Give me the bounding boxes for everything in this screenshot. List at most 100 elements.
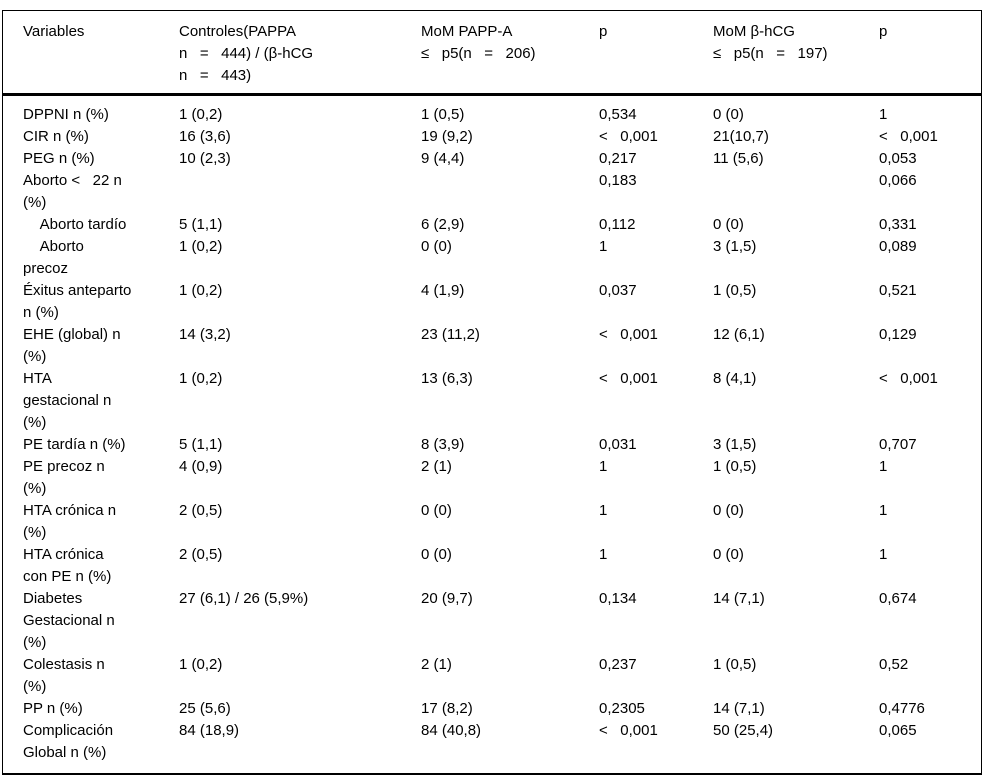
cell: 1 xyxy=(879,106,888,123)
cell: 14 (7,1) xyxy=(713,590,765,607)
table-row: PE tardía n (%) 5 (1,1) 8 (3,9) 0,031 3 (1,5… xyxy=(23,434,981,456)
table-body: DPPNI n (%) 1 (0,2) 1 (0,5) 0,534 0 (0) 1 CIR … xyxy=(3,96,981,773)
row-label: EHE (global) n (%) xyxy=(23,326,121,365)
table-row: Aborto precoz 1 (0,2) 0 (0) 1 3 (1,5) 0,089 xyxy=(23,236,981,280)
row-label: Aborto < 22 n (%) xyxy=(23,172,122,211)
cell: 84 (40,8) xyxy=(421,722,482,739)
table-row: PEG n (%) 10 (2,3) 9 (4,4) 0,217 11 (5,6) 0,0… xyxy=(23,148,981,170)
cell: 50 (25,4) xyxy=(713,722,774,739)
cell: 3 (1,5) xyxy=(713,436,757,453)
column-header-p-bhcg: p xyxy=(879,23,888,40)
table-row: EHE (global) n (%) 14 (3,2) 23 (11,2) < 0,0… xyxy=(23,324,981,368)
row-label: Aborto precoz xyxy=(23,238,84,277)
table-row: Colestasis n (%) 1 (0,2) 2 (1) 0,237 1 (0,5)… xyxy=(23,654,981,698)
table-row: Aborto < 22 n (%) 0,183 0,066 xyxy=(23,170,981,214)
cell: 0 (0) xyxy=(421,502,452,519)
cell: 14 (7,1) xyxy=(713,700,765,717)
cell: 0,183 xyxy=(599,172,637,189)
cell: 17 (8,2) xyxy=(421,700,473,717)
cell: 0,066 xyxy=(879,172,917,189)
cell: 20 (9,7) xyxy=(421,590,473,607)
cell: 0,674 xyxy=(879,590,917,607)
table-row: PE precoz n (%) 4 (0,9) 2 (1) 1 1 (0,5) 1 xyxy=(23,456,981,500)
cell: 21(10,7) xyxy=(713,128,769,145)
column-header-mom-bhcg: MoM β-hCG ≤ p5(n = 197) xyxy=(713,23,828,62)
cell: 0 (0) xyxy=(713,216,744,233)
column-header-mom-pappa: MoM PAPP-A ≤ p5(n = 206) xyxy=(421,23,536,62)
row-label: PP n (%) xyxy=(23,700,83,717)
cell: 1 (0,2) xyxy=(179,370,223,387)
cell: 8 (4,1) xyxy=(713,370,757,387)
column-header-controles: Controles(PAPPA n = 444) / (β-hCG n = 44… xyxy=(179,23,314,84)
row-label: Aborto tardío xyxy=(23,216,127,233)
table-row: Diabetes Gestacional n (%) 27 (6,1) / 26 … xyxy=(23,588,981,654)
cell: 2 (1) xyxy=(421,656,452,673)
cell: 4 (0,9) xyxy=(179,458,223,475)
cell: 1 (0,2) xyxy=(179,106,223,123)
cell: 12 (6,1) xyxy=(713,326,765,343)
cell: 0,534 xyxy=(599,106,637,123)
cell: 1 xyxy=(599,546,608,563)
cell: 0,134 xyxy=(599,590,637,607)
cell: 0,331 xyxy=(879,216,917,233)
cell: 0,112 xyxy=(599,216,636,233)
cell: 19 (9,2) xyxy=(421,128,473,145)
table-row: Complicación Global n (%) 84 (18,9) 84 (40… xyxy=(23,720,981,764)
cell: 1 xyxy=(599,502,608,519)
cell: 0 (0) xyxy=(421,546,452,563)
cell: < 0,001 xyxy=(879,128,938,145)
cell: 4 (1,9) xyxy=(421,282,465,299)
cell: 1 (0,2) xyxy=(179,238,223,255)
cell: 0,037 xyxy=(599,282,637,299)
cell: < 0,001 xyxy=(599,370,658,387)
cell: 1 (0,2) xyxy=(179,656,223,673)
cell: 6 (2,9) xyxy=(421,216,465,233)
row-label: Complicación Global n (%) xyxy=(23,722,114,761)
cell: 27 (6,1) / 26 (5,9%) xyxy=(179,590,309,607)
cell: 2 (0,5) xyxy=(179,546,223,563)
cell: 0,707 xyxy=(879,436,917,453)
row-label: Diabetes Gestacional n (%) xyxy=(23,590,115,651)
cell: 0,129 xyxy=(879,326,917,343)
cell: 1 (0,5) xyxy=(421,106,465,123)
table-row: PP n (%) 25 (5,6) 17 (8,2) 0,2305 14 (7,1) 0,… xyxy=(23,698,981,720)
cell: < 0,001 xyxy=(879,370,938,387)
row-label: Éxitus anteparto n (%) xyxy=(23,282,132,321)
cell: 14 (3,2) xyxy=(179,326,231,343)
cell: 1 (0,2) xyxy=(179,282,223,299)
table-row: CIR n (%) 16 (3,6) 19 (9,2) < 0,001 21(10,7)… xyxy=(23,126,981,148)
cell: 0,2305 xyxy=(599,700,645,717)
cell: 3 (1,5) xyxy=(713,238,757,255)
table-row: Aborto tardío 5 (1,1) 6 (2,9) 0,112 0 (0) 0,3… xyxy=(23,214,981,236)
cell: 0,237 xyxy=(599,656,637,673)
table-header-row: Variables Controles(PAPPA n = 444) / (β-h… xyxy=(3,11,981,96)
cell: 25 (5,6) xyxy=(179,700,231,717)
row-label: HTA crónica con PE n (%) xyxy=(23,546,112,585)
cell: 0 (0) xyxy=(713,546,744,563)
cell: 0 (0) xyxy=(421,238,452,255)
row-label: HTA crónica n (%) xyxy=(23,502,117,541)
table-row: HTA crónica con PE n (%) 2 (0,5) 0 (0) 1 0 (… xyxy=(23,544,981,588)
cell: 1 xyxy=(879,458,888,475)
cell: 9 (4,4) xyxy=(421,150,465,167)
cell: 0 (0) xyxy=(713,502,744,519)
cell: 1 xyxy=(599,238,608,255)
cell: 0,4776 xyxy=(879,700,925,717)
cell: 1 (0,5) xyxy=(713,458,757,475)
cell: 2 (0,5) xyxy=(179,502,223,519)
row-label: PE precoz n (%) xyxy=(23,458,105,497)
table-row: HTA gestacional n (%) 1 (0,2) 13 (6,3) < 0,… xyxy=(23,368,981,434)
cell: 0,521 xyxy=(879,282,917,299)
row-label: HTA gestacional n (%) xyxy=(23,370,112,431)
table-row: HTA crónica n (%) 2 (0,5) 0 (0) 1 0 (0) 1 xyxy=(23,500,981,544)
cell: 0,031 xyxy=(599,436,637,453)
cell: 0 (0) xyxy=(713,106,744,123)
cell: 23 (11,2) xyxy=(421,326,480,343)
cell: 1 xyxy=(599,458,608,475)
cell: 5 (1,1) xyxy=(179,216,223,233)
cell: 1 (0,5) xyxy=(713,656,757,673)
cell: 2 (1) xyxy=(421,458,452,475)
cell: < 0,001 xyxy=(599,722,658,739)
cell: 0,065 xyxy=(879,722,917,739)
cell: 5 (1,1) xyxy=(179,436,223,453)
